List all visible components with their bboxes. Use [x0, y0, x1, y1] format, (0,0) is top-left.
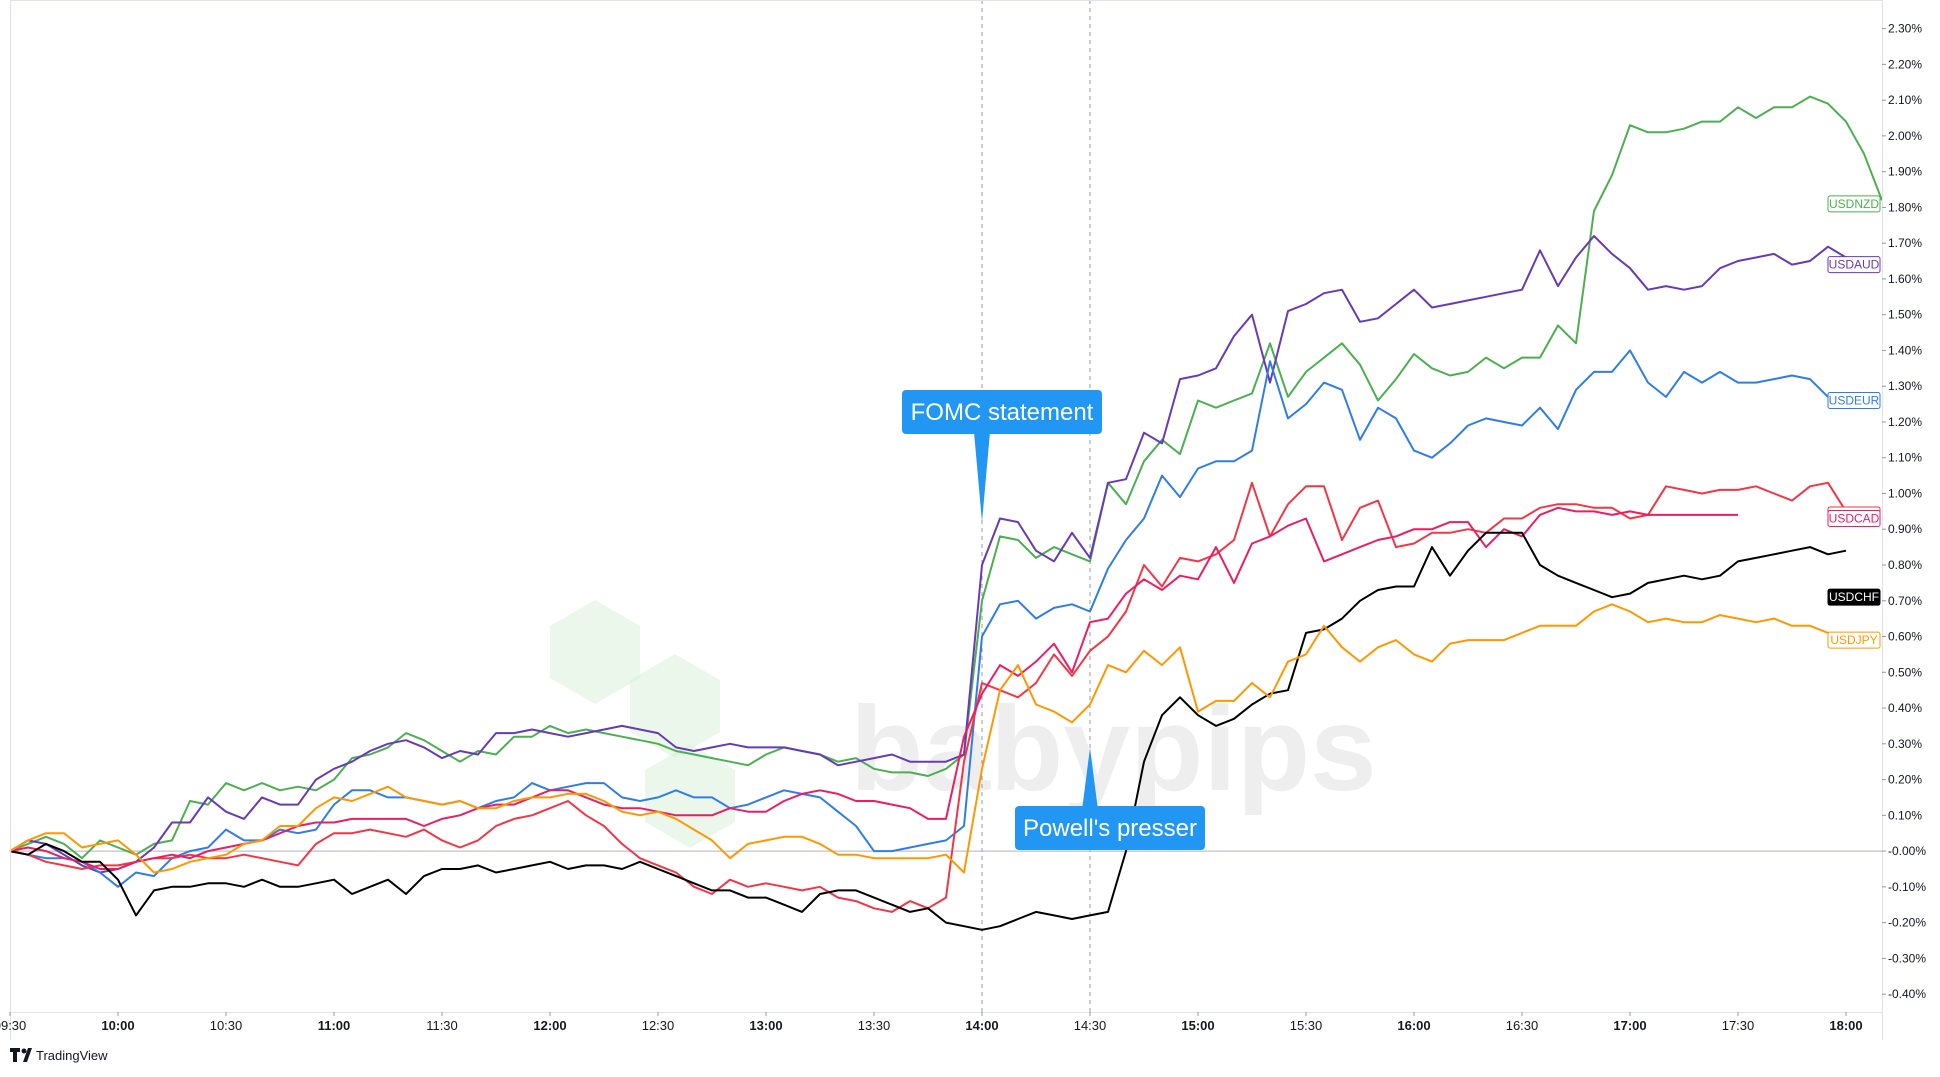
axes: 2.30% 2.20% 2.10% 2.00% 1.90% 1.80% 1.70% 1.60%…	[0, 0, 1926, 1040]
series-tag-usdchf: USDCHF	[1827, 588, 1881, 606]
y-tick-label: 0.90%	[1888, 522, 1922, 536]
x-tick-label: 17:30	[1722, 1018, 1755, 1033]
series-tag-label: USDCAD	[1829, 512, 1880, 526]
y-tick-label: 2.20%	[1888, 57, 1922, 71]
series-tag-label: USDAUD	[1829, 258, 1880, 272]
y-tick-label: -0.20%	[1888, 916, 1926, 930]
series-tag-box	[1827, 631, 1881, 649]
footer-brand: TradingView	[36, 1048, 108, 1063]
y-tick-label: 0.10%	[1888, 808, 1922, 822]
y-tick-label: 0.50%	[1888, 665, 1922, 679]
y-tick-label: 1.90%	[1888, 165, 1922, 179]
footer: TradingView	[10, 1048, 108, 1063]
x-tick-label: 10:30	[210, 1018, 243, 1033]
series-tag-usdaud: USDAUD	[1827, 256, 1881, 274]
x-tick-label: 11:30	[426, 1018, 458, 1033]
series-tag-box	[1827, 588, 1881, 606]
series-tag-box	[1827, 195, 1881, 213]
callout-text: FOMC statement	[911, 399, 1094, 426]
y-tick-label: -0.10%	[1888, 880, 1926, 894]
y-tick-label: 0.20%	[1888, 773, 1922, 787]
y-tick-label: 1.30%	[1888, 379, 1922, 393]
y-tick-label: 1.10%	[1888, 451, 1922, 465]
series-tag-box	[1827, 256, 1881, 274]
y-tick-label: 0.60%	[1888, 630, 1922, 644]
x-tick-label: 10:00	[101, 1018, 134, 1033]
y-tick-label: 1.40%	[1888, 343, 1922, 357]
series-tag-usdeur: USDEUR	[1827, 392, 1881, 410]
y-tick-label: 1.70%	[1888, 236, 1922, 250]
x-tick-label: 11:00	[318, 1018, 351, 1033]
y-tick-label: -0.40%	[1888, 987, 1926, 1001]
series-layer	[9, 95, 1883, 931]
series-tags: USDNZDUSDAUDUSDEURUSDGBPUSDCADUSDCHFUSDJ…	[1827, 195, 1881, 649]
y-tick-label: -0.30%	[1888, 951, 1926, 965]
x-tick-label: 15:30	[1290, 1018, 1323, 1033]
y-tick-label: 2.30%	[1888, 22, 1922, 36]
y-tick-label: 1.60%	[1888, 272, 1922, 286]
event-lines	[981, 0, 1091, 1012]
x-tick-label: 16:30	[1506, 1018, 1539, 1033]
series-tag-label: USDCHF	[1829, 590, 1879, 604]
x-tick-label: 14:00	[965, 1018, 998, 1033]
series-line-usdnzd	[9, 95, 1883, 860]
callout-text: Powell's presser	[1023, 815, 1197, 842]
callout-pointer	[1082, 748, 1098, 810]
watermark-text: babypips	[850, 682, 1377, 816]
callout-box	[902, 390, 1102, 434]
y-tick-label: 0.80%	[1888, 558, 1922, 572]
series-line-usdaud	[9, 235, 1847, 874]
series-line-usdeur	[9, 349, 1829, 888]
series-tag-box	[1827, 510, 1881, 528]
x-tick-label: 17:00	[1613, 1018, 1646, 1033]
series-tag-box	[1827, 392, 1881, 410]
y-tick-label: 0.40%	[1888, 701, 1922, 715]
x-tick-label: 13:30	[858, 1018, 891, 1033]
x-axis-ticks: 09:30 10:00 10:30 11:00 11:30 12:00 12:30 13:00…	[0, 1012, 1863, 1033]
y-tick-label: 1.50%	[1888, 308, 1922, 322]
series-tag-usdnzd: USDNZD	[1827, 195, 1881, 213]
x-tick-label: 09:30	[0, 1018, 26, 1033]
series-tag-label: USDJPY	[1830, 633, 1877, 647]
series-tag-usdcad: USDCAD	[1827, 510, 1881, 528]
x-tick-label: 16:00	[1397, 1018, 1430, 1033]
x-tick-label: 15:00	[1181, 1018, 1214, 1033]
y-tick-label: 2.10%	[1888, 93, 1922, 107]
y-axis-ticks: 2.30% 2.20% 2.10% 2.00% 1.90% 1.80% 1.70% 1.60%…	[1882, 22, 1926, 1001]
x-tick-label: 12:30	[642, 1018, 675, 1033]
callout-powells-presser: Powell's presser	[1015, 748, 1205, 850]
y-tick-label: 0.30%	[1888, 737, 1922, 751]
series-tag-label: USDNZD	[1829, 197, 1879, 211]
tradingview-logo-icon	[10, 1048, 32, 1062]
callout-box	[1015, 806, 1205, 850]
callout-fomc-statement: FOMC statement	[902, 390, 1102, 522]
series-tag-label: USDEUR	[1829, 394, 1880, 408]
series-line-usdchf	[9, 531, 1847, 931]
x-tick-label: 12:00	[533, 1018, 566, 1033]
x-tick-label: 13:00	[749, 1018, 782, 1033]
callout-pointer	[974, 432, 990, 522]
x-tick-label: 18:00	[1829, 1018, 1862, 1033]
y-tick-label: -0.00%	[1888, 844, 1926, 858]
watermark: babypips	[550, 600, 1377, 848]
series-line-usdjpy	[9, 603, 1847, 874]
callouts: FOMC statement Powell's presser	[902, 390, 1205, 850]
x-tick-label: 14:30	[1074, 1018, 1107, 1033]
y-tick-label: 1.80%	[1888, 200, 1922, 214]
y-tick-label: 2.00%	[1888, 129, 1922, 143]
y-tick-label: 1.00%	[1888, 486, 1922, 500]
series-tag-usdjpy: USDJPY	[1827, 631, 1881, 649]
y-tick-label: 1.20%	[1888, 415, 1922, 429]
y-tick-label: 0.70%	[1888, 594, 1922, 608]
